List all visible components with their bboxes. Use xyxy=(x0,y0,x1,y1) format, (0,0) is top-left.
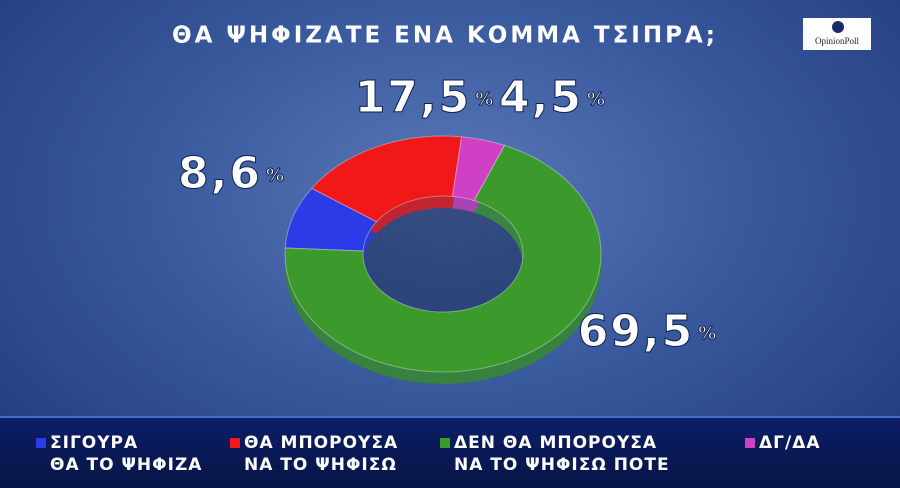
slice xyxy=(284,187,378,252)
legend-swatch xyxy=(440,438,450,448)
legend-entry: ΔΓ/ΔΑ xyxy=(745,432,821,454)
legend-swatch xyxy=(745,438,755,448)
legend-label: ΘΑ ΜΠΟΡΟΥΣΑ ΝΑ ΤΟ ΨΗΦΙΣΩ xyxy=(244,433,399,475)
legend-entry: ΣΙΓΟΥΡΑ ΘΑ ΤΟ ΨΗΦΙΖΑ xyxy=(36,432,202,476)
legend-label: ΔΕΝ ΘΑ ΜΠΟΡΟΥΣΑ ΝΑ ΤΟ ΨΗΦΙΣΩ ΠΟΤΕ xyxy=(454,433,670,475)
legend-entry: ΘΑ ΜΠΟΡΟΥΣΑ ΝΑ ΤΟ ΨΗΦΙΣΩ xyxy=(230,432,398,476)
chart-title: ΘΑ ΨΗΦΙΖΑΤΕ ΕΝΑ ΚΟΜΜΑ ΤΣΙΠΡΑ; xyxy=(172,23,718,49)
legend: ΣΙΓΟΥΡΑ ΘΑ ΤΟ ΨΗΦΙΖΑ ΘΑ ΜΠΟΡΟΥΣΑ ΝΑ ΤΟ ΨΗ… xyxy=(0,416,900,488)
value-label: 4,5% xyxy=(499,72,607,123)
logo: OpinionPoll xyxy=(815,36,860,46)
legend-swatch xyxy=(230,438,240,448)
value-label: 8,6% xyxy=(178,148,286,199)
legend-label: ΔΓ/ΔΑ xyxy=(759,433,821,453)
value-label: 17,5% xyxy=(355,72,496,123)
legend-swatch xyxy=(36,438,46,448)
legend-entry: ΔΕΝ ΘΑ ΜΠΟΡΟΥΣΑ ΝΑ ΤΟ ΨΗΦΙΣΩ ΠΟΤΕ xyxy=(440,432,670,476)
slice xyxy=(284,144,602,373)
slice xyxy=(310,135,463,223)
legend-label: ΣΙΓΟΥΡΑ ΘΑ ΤΟ ΨΗΦΙΖΑ xyxy=(50,433,203,475)
logo-icon xyxy=(832,21,844,33)
value-label: 69,5% xyxy=(578,306,719,357)
